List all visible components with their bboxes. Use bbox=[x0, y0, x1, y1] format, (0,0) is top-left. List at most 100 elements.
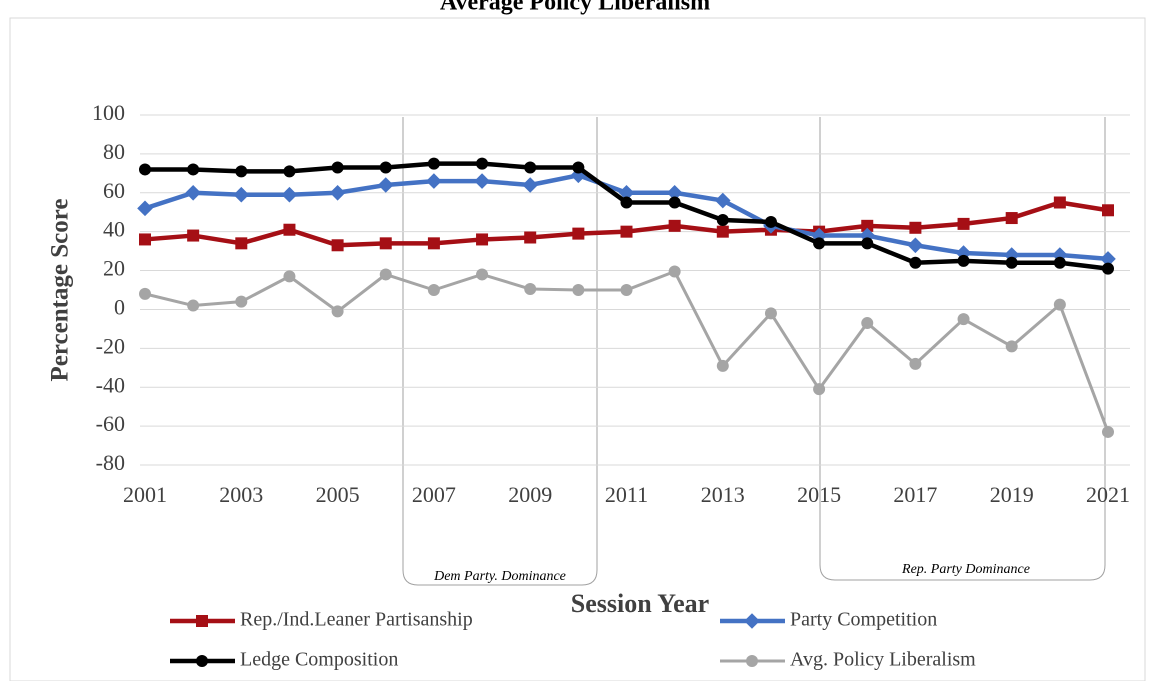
data-point bbox=[1100, 251, 1116, 267]
data-point bbox=[716, 359, 729, 372]
data-point bbox=[716, 214, 729, 226]
data-point bbox=[283, 165, 296, 178]
data-point bbox=[715, 192, 731, 209]
x-tick-label: 2017 bbox=[893, 482, 937, 507]
data-point bbox=[235, 165, 248, 178]
data-point bbox=[476, 157, 489, 170]
data-point bbox=[1053, 196, 1066, 209]
data-point bbox=[620, 225, 633, 238]
y-tick-label: 60 bbox=[103, 178, 125, 203]
data-point bbox=[524, 231, 537, 244]
data-point bbox=[474, 173, 490, 189]
bracket bbox=[402, 117, 598, 586]
data-point bbox=[139, 287, 151, 300]
data-point bbox=[666, 184, 683, 201]
data-point bbox=[957, 217, 970, 230]
data-point bbox=[187, 299, 200, 312]
x-tick-label: 2021 bbox=[1086, 482, 1130, 507]
x-tick-label: 2019 bbox=[990, 482, 1034, 507]
data-point bbox=[139, 163, 151, 176]
data-point bbox=[861, 237, 874, 250]
data-point bbox=[716, 225, 729, 238]
x-tick-label: 2001 bbox=[123, 482, 167, 507]
y-tick-label: 80 bbox=[103, 139, 125, 164]
data-point bbox=[764, 215, 777, 228]
data-point bbox=[1005, 212, 1018, 225]
annotation: Dem Party. Dominance bbox=[433, 569, 566, 584]
data-point bbox=[907, 237, 924, 254]
data-point bbox=[859, 227, 876, 244]
chart-frame bbox=[9, 17, 1146, 681]
y-tick-label: -20 bbox=[96, 333, 125, 358]
data-point bbox=[137, 200, 153, 217]
x-tick-label: 2007 bbox=[412, 482, 456, 507]
data-point bbox=[426, 173, 442, 189]
data-point bbox=[283, 270, 296, 283]
x-tick-label: 2003 bbox=[219, 482, 263, 507]
legend-label: Ledge Composition bbox=[240, 649, 398, 671]
data-point bbox=[427, 237, 440, 250]
data-point bbox=[379, 161, 392, 174]
data-point bbox=[283, 223, 296, 236]
data-point bbox=[187, 163, 200, 176]
y-tick-label: -60 bbox=[96, 411, 125, 436]
x-tick-label: 2005 bbox=[316, 482, 360, 507]
data-point bbox=[620, 196, 633, 209]
x-tick-label: 2009 bbox=[508, 482, 552, 507]
data-point bbox=[909, 256, 922, 269]
data-point bbox=[618, 184, 635, 201]
data-point bbox=[572, 284, 585, 296]
data-point bbox=[668, 265, 681, 278]
data-point bbox=[620, 284, 633, 296]
data-point bbox=[522, 177, 538, 193]
y-axis-title: Percentage Score bbox=[47, 198, 74, 381]
data-point bbox=[329, 184, 346, 201]
data-point bbox=[187, 229, 200, 242]
data-point bbox=[524, 161, 537, 174]
legend-label: Party Competition bbox=[790, 609, 937, 631]
data-point bbox=[668, 196, 681, 209]
data-point bbox=[1005, 340, 1018, 353]
data-point bbox=[957, 254, 970, 267]
data-point bbox=[1005, 256, 1018, 269]
data-point bbox=[1102, 425, 1114, 438]
y-tick-label: 40 bbox=[103, 217, 125, 242]
data-point bbox=[813, 237, 826, 250]
data-point bbox=[427, 157, 440, 170]
legend-label: Avg. Policy Liberalism bbox=[790, 649, 976, 671]
legend-marker bbox=[196, 655, 208, 667]
data-point bbox=[379, 237, 392, 250]
data-point bbox=[813, 383, 826, 396]
data-point bbox=[185, 184, 201, 201]
data-point bbox=[331, 239, 344, 252]
data-point bbox=[909, 221, 922, 234]
data-point bbox=[235, 295, 248, 308]
data-point bbox=[957, 313, 970, 326]
y-tick-label: -40 bbox=[96, 372, 125, 397]
data-point bbox=[668, 219, 681, 232]
data-point bbox=[764, 307, 777, 320]
data-point bbox=[1053, 298, 1066, 311]
data-point bbox=[331, 305, 344, 318]
data-point bbox=[377, 177, 394, 193]
y-tick-label: -80 bbox=[96, 450, 125, 475]
data-point bbox=[233, 186, 250, 203]
data-point bbox=[379, 268, 392, 281]
data-point bbox=[476, 268, 489, 281]
x-axis-title: Session Year bbox=[571, 589, 709, 618]
data-point bbox=[572, 161, 585, 174]
y-tick-label: 100 bbox=[92, 100, 125, 125]
data-point bbox=[281, 186, 298, 203]
data-point bbox=[1053, 256, 1066, 269]
y-tick-label: 0 bbox=[114, 294, 125, 319]
data-point bbox=[331, 161, 344, 174]
annotation: Rep. Party Dominance bbox=[901, 562, 1030, 577]
data-point bbox=[909, 357, 922, 370]
chart-title: Average Policy Liberalism bbox=[440, 0, 710, 16]
data-point bbox=[524, 283, 537, 296]
data-point bbox=[861, 317, 874, 330]
legend-marker bbox=[196, 615, 208, 627]
data-point bbox=[427, 284, 440, 296]
data-point bbox=[1102, 204, 1114, 217]
